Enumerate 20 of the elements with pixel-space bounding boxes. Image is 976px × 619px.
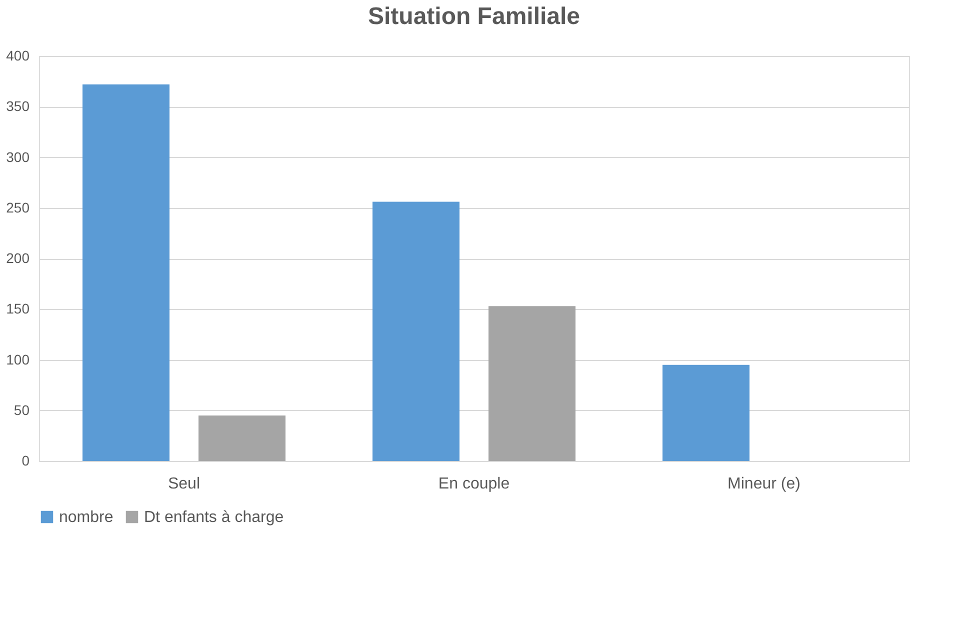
y-tick-label: 350	[6, 98, 30, 114]
y-tick-label: 400	[6, 48, 30, 64]
bar	[662, 364, 750, 461]
y-tick-label: 50	[14, 402, 30, 418]
y-tick-label: 200	[6, 250, 30, 266]
x-tick-label: Seul	[168, 476, 200, 492]
legend-label: nombre	[59, 509, 114, 526]
y-tick-label: 150	[6, 300, 30, 317]
bar	[488, 306, 576, 461]
y-tick-label: 300	[6, 148, 30, 165]
y-tick-label: 100	[6, 351, 30, 368]
bar	[372, 202, 460, 461]
bar	[198, 415, 286, 461]
bar	[82, 84, 170, 461]
y-tick-label: 0	[22, 452, 30, 468]
legend-label: Dt enfants à charge	[144, 509, 284, 526]
y-tick-label: 250	[6, 199, 30, 216]
x-tick-label: En couple	[438, 476, 510, 492]
chart-title: Situation Familiale	[368, 3, 580, 30]
x-tick-label: Mineur (e)	[728, 476, 800, 492]
